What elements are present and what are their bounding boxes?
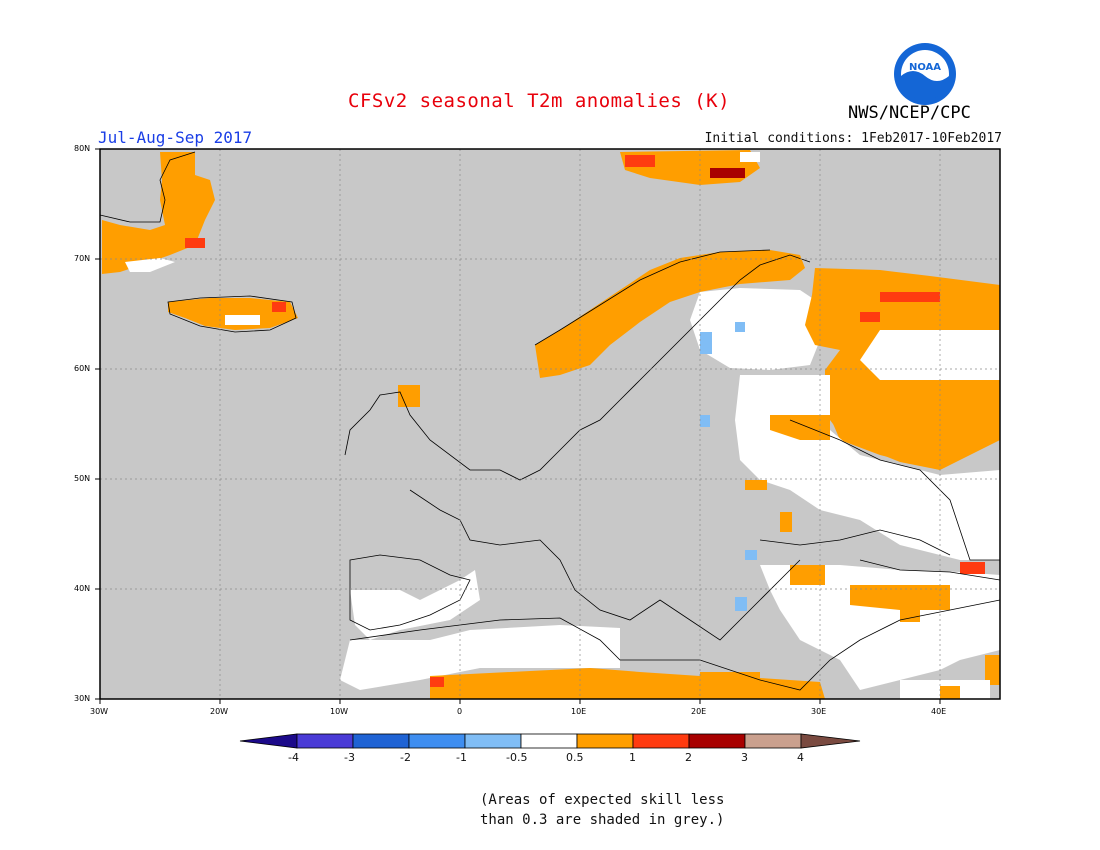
- patch-blue-b: [735, 322, 745, 332]
- colorbar-label: 1: [629, 751, 636, 764]
- lat-label: 40N: [74, 584, 91, 593]
- lon-label: 20E: [691, 707, 707, 716]
- lon-label: 30W: [90, 707, 109, 716]
- patch-nafrica-white: [340, 625, 620, 690]
- patch-egypt-orange: [700, 672, 760, 699]
- lon-label: 0: [457, 707, 463, 716]
- colorbar-swatch: [352, 733, 410, 749]
- patch-orange-a: [780, 512, 792, 532]
- lon-label: 10E: [571, 707, 587, 716]
- lon-label: 40E: [931, 707, 947, 716]
- colorbar-label: 2: [685, 751, 692, 764]
- colorbar-label: -0.5: [506, 751, 528, 764]
- patch-blue-a: [700, 332, 712, 354]
- skill-note-line1: (Areas of expected skill less: [480, 792, 725, 808]
- tick-marks: [95, 148, 941, 704]
- lon-label: 30E: [811, 707, 827, 716]
- patch-mideast-orange: [985, 655, 1000, 685]
- colorbar-swatch: [296, 733, 354, 749]
- colorbar-swatch: [520, 733, 578, 749]
- colorbar-swatch: [744, 733, 802, 749]
- patch-blue-c: [745, 550, 757, 560]
- patch-faroe: [398, 385, 420, 407]
- lon-label: 10W: [330, 707, 349, 716]
- patch-nafrica-red: [430, 677, 444, 687]
- colorbar-arrow-right: [800, 733, 861, 749]
- colorbar-label: -2: [400, 751, 411, 764]
- patch-iceland-white: [225, 315, 260, 325]
- patch-iceland: [168, 298, 298, 330]
- lat-label: 70N: [74, 254, 91, 263]
- patch-turkey-orange-b: [790, 565, 825, 585]
- initial-conditions: Initial conditions: 1Feb2017-10Feb2017: [704, 131, 1002, 146]
- patch-svalbard-red: [625, 155, 655, 167]
- patch-svalbard-darkred: [710, 168, 745, 178]
- lat-label: 30N: [74, 694, 91, 703]
- patch-caucasus-red: [960, 562, 985, 574]
- lon-label: 20W: [210, 707, 229, 716]
- patch-turkey-orange: [850, 585, 950, 610]
- patch-russia-red-a: [880, 292, 940, 302]
- lat-label: 80N: [74, 144, 91, 153]
- patch-blue-e: [700, 415, 710, 427]
- svg-text:NOAA: NOAA: [909, 62, 941, 73]
- patch-greenland-red: [185, 238, 205, 248]
- map-frame: [99, 148, 1001, 700]
- colorbar-label: 0.5: [566, 751, 584, 764]
- patch-iceland-red: [272, 302, 286, 312]
- lat-label: 50N: [74, 474, 91, 483]
- colorbar-swatch: [464, 733, 522, 749]
- forecast-period: Jul-Aug-Sep 2017: [98, 128, 253, 147]
- colorbar-arrow-left: [239, 733, 298, 749]
- patch-mideast-orange-b: [940, 686, 960, 699]
- graticule: [100, 149, 1000, 699]
- colorbar-label: -3: [344, 751, 355, 764]
- colorbar-label: 3: [741, 751, 748, 764]
- patch-blue-d: [735, 597, 747, 611]
- colorbar: [239, 733, 861, 749]
- patch-greenland-white: [125, 258, 175, 272]
- noaa-logo: NOAA: [894, 43, 956, 105]
- colorbar-swatch: [408, 733, 466, 749]
- agency-label: NWS/NCEP/CPC: [848, 103, 971, 123]
- patch-finland-white: [690, 288, 820, 370]
- patch-east-orange: [770, 415, 830, 440]
- patch-svalbard-white: [740, 152, 760, 162]
- lat-label: 60N: [74, 364, 91, 373]
- colorbar-swatch: [632, 733, 690, 749]
- colorbar-label: -1: [456, 751, 467, 764]
- map-title: CFSv2 seasonal T2m anomalies (K): [348, 90, 731, 112]
- colorbar-swatch: [688, 733, 746, 749]
- patch-orange-b: [745, 480, 767, 490]
- colorbar-label: 4: [797, 751, 804, 764]
- patch-iberia-white: [350, 570, 480, 640]
- skill-note-line2: than 0.3 are shaded in grey.): [480, 812, 725, 828]
- colorbar-label: -4: [288, 751, 299, 764]
- patch-russia-orange-b: [830, 380, 1000, 470]
- patch-russia-red-b: [860, 312, 880, 322]
- colorbar-swatch: [576, 733, 634, 749]
